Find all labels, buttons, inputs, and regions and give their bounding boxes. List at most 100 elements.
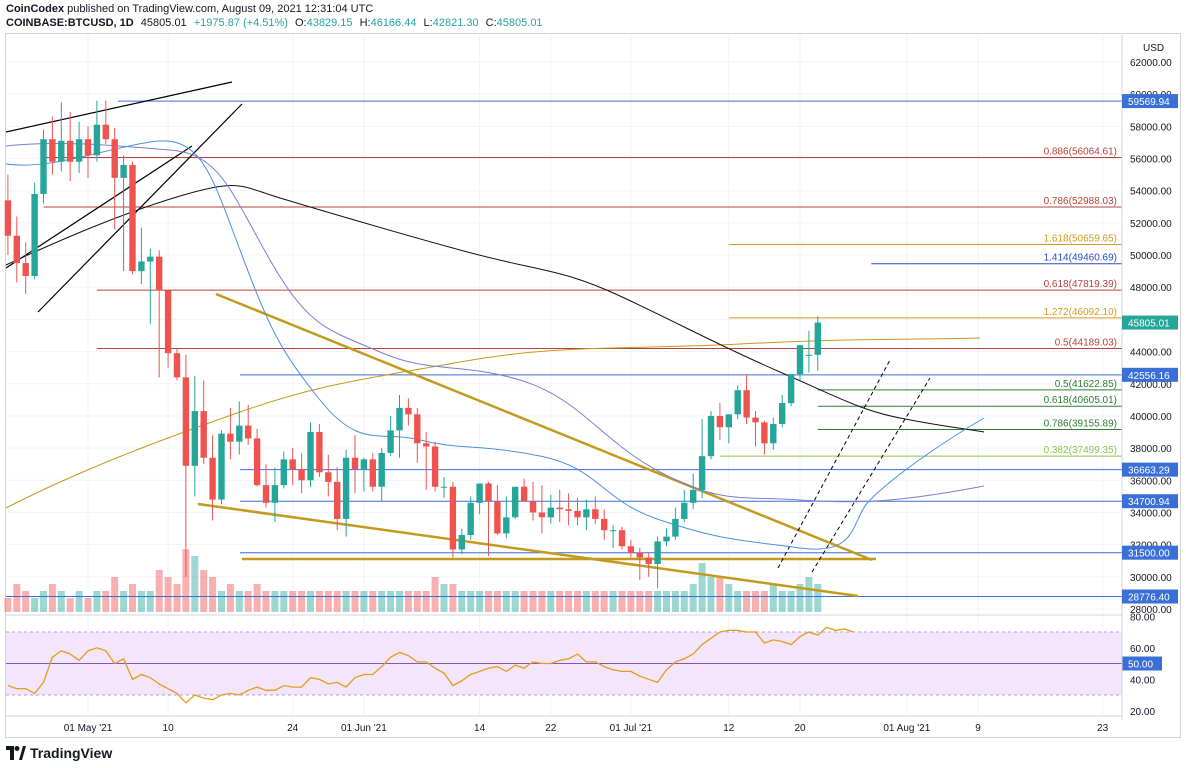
volume-bar (102, 591, 110, 612)
fib-level-label: 1.414(49460.69) (1044, 253, 1117, 264)
candle-body (164, 290, 172, 354)
rsi-tick-label: 60.00 (1130, 644, 1155, 655)
volume-bar (707, 577, 715, 612)
volume-bar (342, 591, 350, 612)
y-tick-label: 52000.00 (1130, 219, 1172, 230)
volume-bar (31, 598, 39, 612)
volume-bar (778, 591, 786, 612)
volume-bar (760, 591, 768, 612)
last-price: 45805.01 (140, 17, 187, 29)
candle-body (369, 459, 376, 487)
volume-bar (520, 591, 528, 612)
volume-bar (66, 598, 74, 612)
candle-body (672, 518, 679, 537)
candle-body (351, 457, 359, 470)
volume-bar (458, 591, 466, 612)
trend-drawings (5, 81, 931, 598)
rsi-tick-label: 20.00 (1130, 707, 1155, 718)
candle-body (182, 377, 190, 466)
volume-bar (671, 591, 679, 612)
candle-body (93, 124, 101, 156)
candle-body (423, 443, 430, 447)
volume-bar (609, 591, 617, 612)
candle-body (601, 518, 608, 531)
volume-bar (253, 584, 261, 612)
candle-body (743, 390, 750, 418)
x-tick-label: 22 (545, 723, 557, 734)
volume-bar (200, 570, 208, 612)
candle-body (609, 530, 617, 532)
volume-bar (556, 591, 564, 612)
fib-level-label: 0.786(52988.03) (1044, 196, 1117, 207)
candle-body (307, 432, 314, 481)
candle-body (360, 459, 368, 470)
candle-body (698, 456, 706, 490)
chart-frame[interactable] (5, 33, 1181, 738)
x-tick-label: 12 (723, 723, 735, 734)
y-tick-label: 56000.00 (1130, 155, 1172, 166)
currency-label: USD (1143, 43, 1164, 54)
candle-body (191, 411, 198, 466)
candle-body (75, 139, 83, 162)
volume-bar (618, 591, 626, 612)
channel-dash-2 (811, 377, 931, 573)
candle-body (138, 261, 145, 272)
volume-bar (805, 577, 813, 612)
volume-bar (235, 591, 243, 612)
candle-body (681, 502, 688, 519)
volume-bar (627, 591, 635, 612)
candle-body (627, 546, 635, 553)
fib-level-label: 0.618(40605.01) (1044, 395, 1117, 406)
volume-bar (582, 591, 590, 612)
candle-body (654, 541, 661, 564)
candle-body (227, 433, 234, 442)
publish-line: CoinCodex published on TradingView.com, … (6, 3, 373, 16)
candle-body (494, 501, 501, 534)
volume-bar (734, 591, 742, 612)
volume-bar (40, 591, 47, 612)
volume-bar (182, 549, 190, 612)
price-chart[interactable]: 0.886(56064.61) 0.786(52988.03) 1.618(5065… (0, 0, 1186, 740)
candle-body (503, 517, 510, 534)
high-label: H: (359, 17, 371, 29)
volume-bar (387, 591, 395, 612)
fib-level-label: 0.5(41622.85) (1055, 379, 1117, 390)
breakdown-line (37, 103, 243, 313)
volume-bar (511, 591, 519, 612)
volume-bar (22, 591, 30, 612)
volume-bar (324, 591, 332, 612)
volume-bar (440, 584, 448, 612)
falling-wedge-lower (197, 502, 859, 598)
symbol-label: COINBASE:BTCUSD, 1D (6, 17, 134, 29)
ma100-line (5, 185, 985, 433)
volume-bar (315, 591, 323, 612)
y-tick-label: 36000.00 (1130, 476, 1172, 487)
volume-bar (485, 591, 492, 612)
time-axis: 01 May '21 10 24 01 Jun '21 14 22 01 Jul '21 12… (6, 715, 1122, 734)
candle-body (440, 486, 448, 488)
volume-bar (280, 591, 288, 612)
moving-averages (5, 140, 985, 550)
candle-body (102, 124, 109, 140)
y-tick-label: 38000.00 (1130, 444, 1172, 455)
candle-body (770, 423, 777, 444)
candle-body (262, 485, 270, 503)
y-tick-label: 34000.00 (1130, 508, 1172, 519)
candle-body (645, 557, 652, 564)
volume-bar (13, 584, 21, 612)
y-tick-label: 58000.00 (1130, 122, 1172, 133)
y-tick-label: 62000.00 (1130, 58, 1172, 69)
candle-body (405, 407, 412, 415)
volume-bar (93, 591, 101, 612)
horizontal-levels: 0.886(56064.61) 0.786(52988.03) 1.618(5065… (6, 100, 1122, 598)
volume-bar (111, 577, 119, 612)
y-tick-label: 48000.00 (1130, 283, 1172, 294)
candle-body (761, 422, 768, 444)
volume-bar (689, 584, 697, 612)
volume-bar (244, 591, 252, 612)
volume-bar (218, 591, 225, 612)
volume-bar (307, 591, 314, 612)
candle-body (218, 433, 225, 500)
candle-body (200, 411, 207, 458)
candle-body (173, 353, 181, 378)
